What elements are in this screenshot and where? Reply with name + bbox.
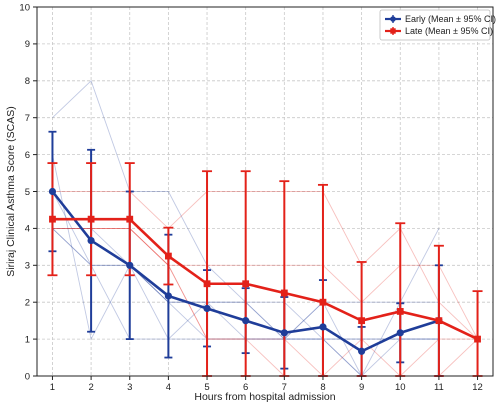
legend-box [379,9,491,41]
data-point [396,329,404,337]
x-tick-label: 1 [50,382,55,393]
y-tick-label: 5 [25,187,30,198]
y-tick-label: 3 [25,261,30,272]
data-point [164,252,172,260]
y-tick-label: 4 [25,224,30,235]
x-tick-label: 12 [472,382,483,393]
data-point [242,317,250,325]
y-tick-label: 2 [25,298,30,309]
data-point [203,280,211,288]
data-point [319,323,327,331]
y-axis-label: Siriraj Clinical Asthma Score (SCAS) [5,106,17,276]
data-point [164,292,172,300]
data-point [87,215,95,223]
y-tick-label: 9 [25,39,30,50]
data-point [126,215,134,223]
series-lines [48,187,481,355]
data-point [242,280,250,288]
data-point [358,317,366,325]
x-axis-label: Hours from hospital admission [194,391,335,403]
data-point [280,289,288,297]
data-point [474,335,481,343]
x-tick-label: 2 [88,382,93,393]
y-tick-label: 1 [25,334,30,345]
legend: Early (Mean ± 95% CI) Late (Mean ± 95% CI… [379,9,496,41]
x-tick-label: 9 [359,382,364,393]
legend-label: Early (Mean ± 95% CI) [405,14,496,24]
y-tick-label: 10 [19,2,30,13]
individual-trace-late [52,191,478,340]
x-tick-label: 5 [204,382,209,393]
data-point [435,317,443,325]
x-tick-label: 6 [243,382,248,393]
data-point [87,236,95,245]
x-tick-label: 11 [434,382,444,393]
legend-swatch-marker [390,28,396,34]
y-tick-label: 0 [25,371,30,382]
individual-trace-late [52,227,478,340]
legend-label: Late (Mean ± 95% CI) [405,26,493,36]
data-point [396,308,404,315]
individual-trace-late [52,227,478,377]
data-point [203,304,211,313]
x-tick-label: 4 [166,382,171,393]
data-point [49,215,56,223]
x-tick-label: 3 [127,382,132,393]
y-tick-label: 7 [25,113,30,124]
data-point [358,347,366,355]
data-point [319,298,327,306]
y-tick-label: 6 [25,150,30,161]
data-point [126,261,134,269]
x-tick-label: 7 [282,382,287,393]
series-line-1 [52,217,479,341]
data-point [48,187,57,196]
legend-swatch-marker [390,16,396,22]
data-point [280,329,288,337]
x-tick-label: 10 [395,382,406,393]
y-tick-label: 8 [25,76,30,87]
x-tick-label: 8 [320,382,325,393]
